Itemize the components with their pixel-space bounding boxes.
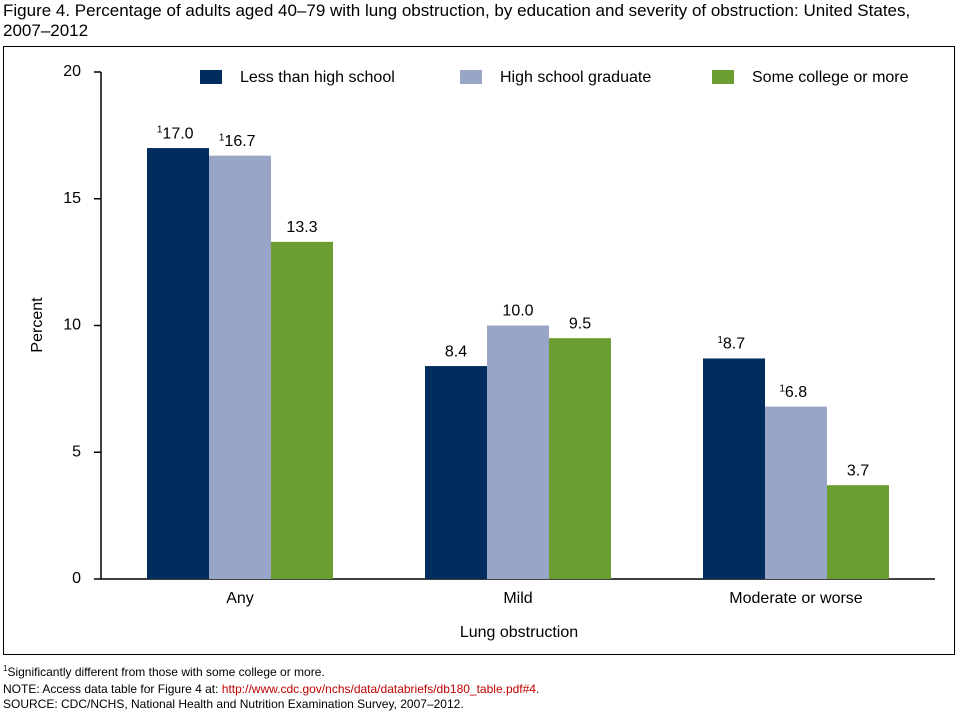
y-tick-label: 10 <box>63 317 81 334</box>
bar <box>271 241 333 579</box>
footnote-text: Significantly different from those with … <box>7 665 325 679</box>
x-tick-label: Any <box>226 590 254 607</box>
y-tick-label: 0 <box>72 570 81 587</box>
legend-swatch <box>712 70 734 84</box>
data-label: 8.4 <box>445 343 467 360</box>
data-label: 13.3 <box>286 219 317 236</box>
data-label: 6.8 <box>785 384 807 401</box>
bar <box>549 338 611 579</box>
bar <box>765 406 827 579</box>
legend-label: Less than high school <box>240 69 395 86</box>
bar <box>487 325 549 579</box>
data-label: 16.7 <box>224 133 255 150</box>
chart-frame <box>3 46 955 655</box>
legend-label: High school graduate <box>500 69 651 86</box>
data-label-mark: 1 <box>779 383 785 394</box>
y-tick-label: 15 <box>63 190 81 207</box>
data-label-mark: 1 <box>157 125 163 136</box>
note-suffix: . <box>535 682 540 696</box>
data-label: 9.5 <box>569 315 591 332</box>
note-prefix: NOTE: Access data table for Figure 4 at: <box>3 682 222 696</box>
bar <box>209 155 271 579</box>
legend-swatch <box>200 70 222 84</box>
source: SOURCE: CDC/NCHS, National Health and Nu… <box>3 697 464 711</box>
data-label-mark: 1 <box>219 132 225 143</box>
data-label: 10.0 <box>502 303 533 320</box>
bar <box>147 148 209 580</box>
note: NOTE: Access data table for Figure 4 at:… <box>3 682 539 696</box>
x-tick-label: Mild <box>503 590 532 607</box>
x-tick-label: Moderate or worse <box>729 590 862 607</box>
data-label: 3.7 <box>847 462 869 479</box>
y-axis-label: Percent <box>29 297 46 353</box>
footnote-mark: 1 <box>3 664 8 673</box>
y-tick-label: 20 <box>63 63 81 80</box>
data-label: 8.7 <box>723 336 745 353</box>
note-link[interactable]: http://www.cdc.gov/nchs/data/databriefs/… <box>221 682 536 696</box>
bar <box>425 366 487 579</box>
data-label: 17.0 <box>162 125 193 142</box>
bar <box>827 485 889 579</box>
chart-title: Figure 4. Percentage of adults aged 40–7… <box>3 1 911 40</box>
data-label-mark: 1 <box>717 335 723 346</box>
y-tick-label: 5 <box>72 443 81 460</box>
legend-swatch <box>460 70 482 84</box>
footnote: 1Significantly different from those with… <box>3 664 325 680</box>
x-axis-label: Lung obstruction <box>460 624 578 641</box>
bar <box>703 358 765 579</box>
legend-label: Some college or more <box>752 69 909 86</box>
